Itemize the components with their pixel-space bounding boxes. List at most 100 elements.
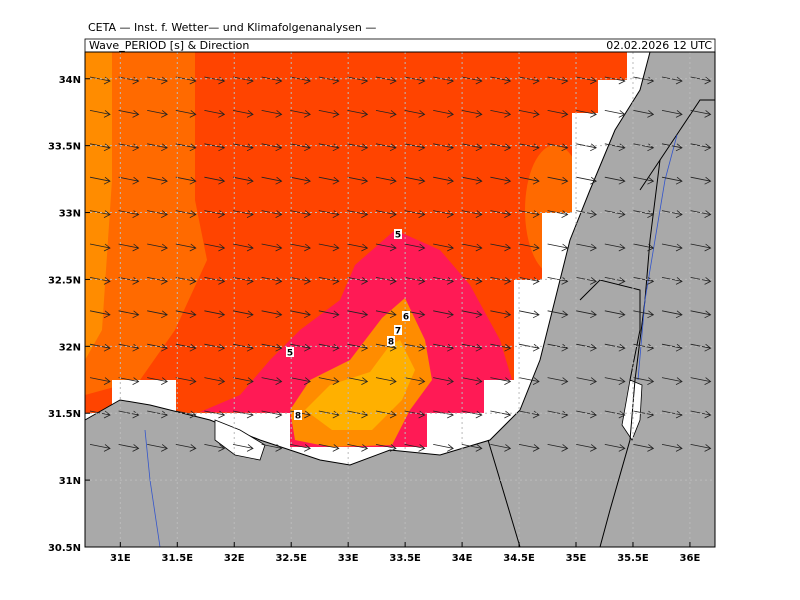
direction-arrow	[89, 243, 111, 252]
direction-arrow	[433, 143, 454, 152]
direction-arrow	[461, 243, 483, 252]
direction-arrow	[604, 277, 626, 285]
direction-arrow	[433, 110, 454, 118]
direction-arrow	[633, 143, 655, 152]
direction-arrow	[547, 76, 569, 85]
direction-arrow	[147, 410, 168, 419]
contour-label-bg	[394, 325, 402, 335]
direction-arrow	[518, 110, 540, 118]
direction-arrow	[547, 410, 569, 419]
direction-arrow	[204, 410, 226, 419]
direction-arrow	[204, 143, 226, 152]
direction-arrow	[290, 444, 311, 452]
direction-arrow	[147, 176, 168, 185]
x-tick-label: 33.5E	[389, 553, 421, 564]
direction-arrow	[604, 343, 626, 352]
direction-arrow	[461, 310, 483, 319]
direction-arrow	[347, 377, 369, 385]
direction-arrow	[89, 310, 111, 319]
direction-arrow	[347, 343, 369, 352]
y-tick-label: 30.5N	[48, 543, 81, 554]
direction-arrow	[232, 110, 254, 118]
direction-arrow	[118, 143, 140, 152]
direction-arrow	[433, 277, 454, 285]
direction-arrow	[604, 176, 626, 185]
direction-arrow	[633, 277, 655, 285]
direction-arrow	[690, 377, 712, 385]
land	[84, 51, 716, 548]
direction-arrow	[633, 343, 655, 352]
direction-arrow	[347, 76, 369, 85]
direction-arrow	[661, 243, 683, 252]
direction-arrow	[433, 444, 454, 452]
direction-arrow	[261, 377, 283, 385]
direction-arrow	[433, 310, 454, 319]
direction-arrow	[690, 310, 712, 319]
direction-arrow	[547, 310, 569, 319]
direction-arrow	[547, 243, 569, 252]
direction-arrow	[318, 210, 340, 218]
direction-arrow	[490, 110, 512, 118]
direction-arrow	[518, 176, 540, 185]
direction-arrow	[576, 444, 597, 452]
y-tick-label: 34N	[59, 75, 81, 86]
direction-arrow	[404, 343, 426, 352]
direction-arrow	[147, 343, 168, 352]
direction-arrow	[547, 444, 569, 452]
direction-arrow	[518, 410, 540, 419]
direction-arrow	[633, 110, 655, 118]
direction-arrow	[690, 110, 712, 118]
direction-arrow	[232, 277, 254, 285]
x-tick-label: 31E	[110, 553, 131, 564]
direction-arrow	[690, 444, 712, 452]
direction-arrow	[204, 444, 226, 452]
direction-arrow	[261, 110, 283, 118]
direction-arrow	[175, 310, 197, 319]
direction-arrow	[433, 176, 454, 185]
direction-arrow	[147, 243, 168, 252]
contour-label-bg	[286, 347, 294, 357]
direction-arrow	[204, 210, 226, 218]
direction-arrow	[518, 277, 540, 285]
x-tick-label: 36E	[680, 553, 701, 564]
valid-time: 02.02.2026 12 UTC	[606, 39, 712, 52]
direction-arrow	[175, 444, 197, 452]
direction-arrow	[604, 143, 626, 152]
direction-arrow	[633, 210, 655, 218]
y-tick-label: 33N	[59, 209, 81, 220]
direction-arrow	[318, 410, 340, 419]
contour-label: 7	[395, 327, 401, 337]
direction-arrow	[147, 277, 168, 285]
direction-arrow	[89, 176, 111, 185]
direction-arrow	[433, 76, 454, 85]
title: CETA — Inst. f. Wetter— und Klimafolgena…	[88, 21, 376, 34]
direction-arrow	[118, 444, 140, 452]
direction-arrow	[347, 143, 369, 152]
direction-arrow	[232, 76, 254, 85]
direction-arrow	[118, 176, 140, 185]
direction-arrow	[461, 444, 483, 452]
direction-arrow	[547, 277, 569, 285]
direction-arrow	[318, 343, 340, 352]
direction-arrow	[318, 277, 340, 285]
direction-arrow	[518, 243, 540, 252]
contour-label: 8	[388, 338, 394, 348]
contour-label: 6	[403, 313, 409, 323]
direction-arrow	[604, 377, 626, 385]
x-tick-label: 31.5E	[162, 553, 194, 564]
direction-arrow	[232, 377, 254, 385]
direction-arrow	[232, 310, 254, 319]
direction-arrow	[604, 110, 626, 118]
direction-arrow	[518, 343, 540, 352]
direction-arrow	[290, 243, 311, 252]
direction-arrow	[118, 377, 140, 385]
direction-arrow	[318, 444, 340, 452]
direction-arrow	[375, 377, 397, 385]
direction-arrow	[604, 210, 626, 218]
y-tick-label: 31.5N	[48, 409, 81, 420]
direction-arrow	[661, 310, 683, 319]
direction-arrow	[118, 110, 140, 118]
direction-arrow	[375, 176, 397, 185]
direction-arrow	[118, 343, 140, 352]
direction-arrow	[261, 243, 283, 252]
